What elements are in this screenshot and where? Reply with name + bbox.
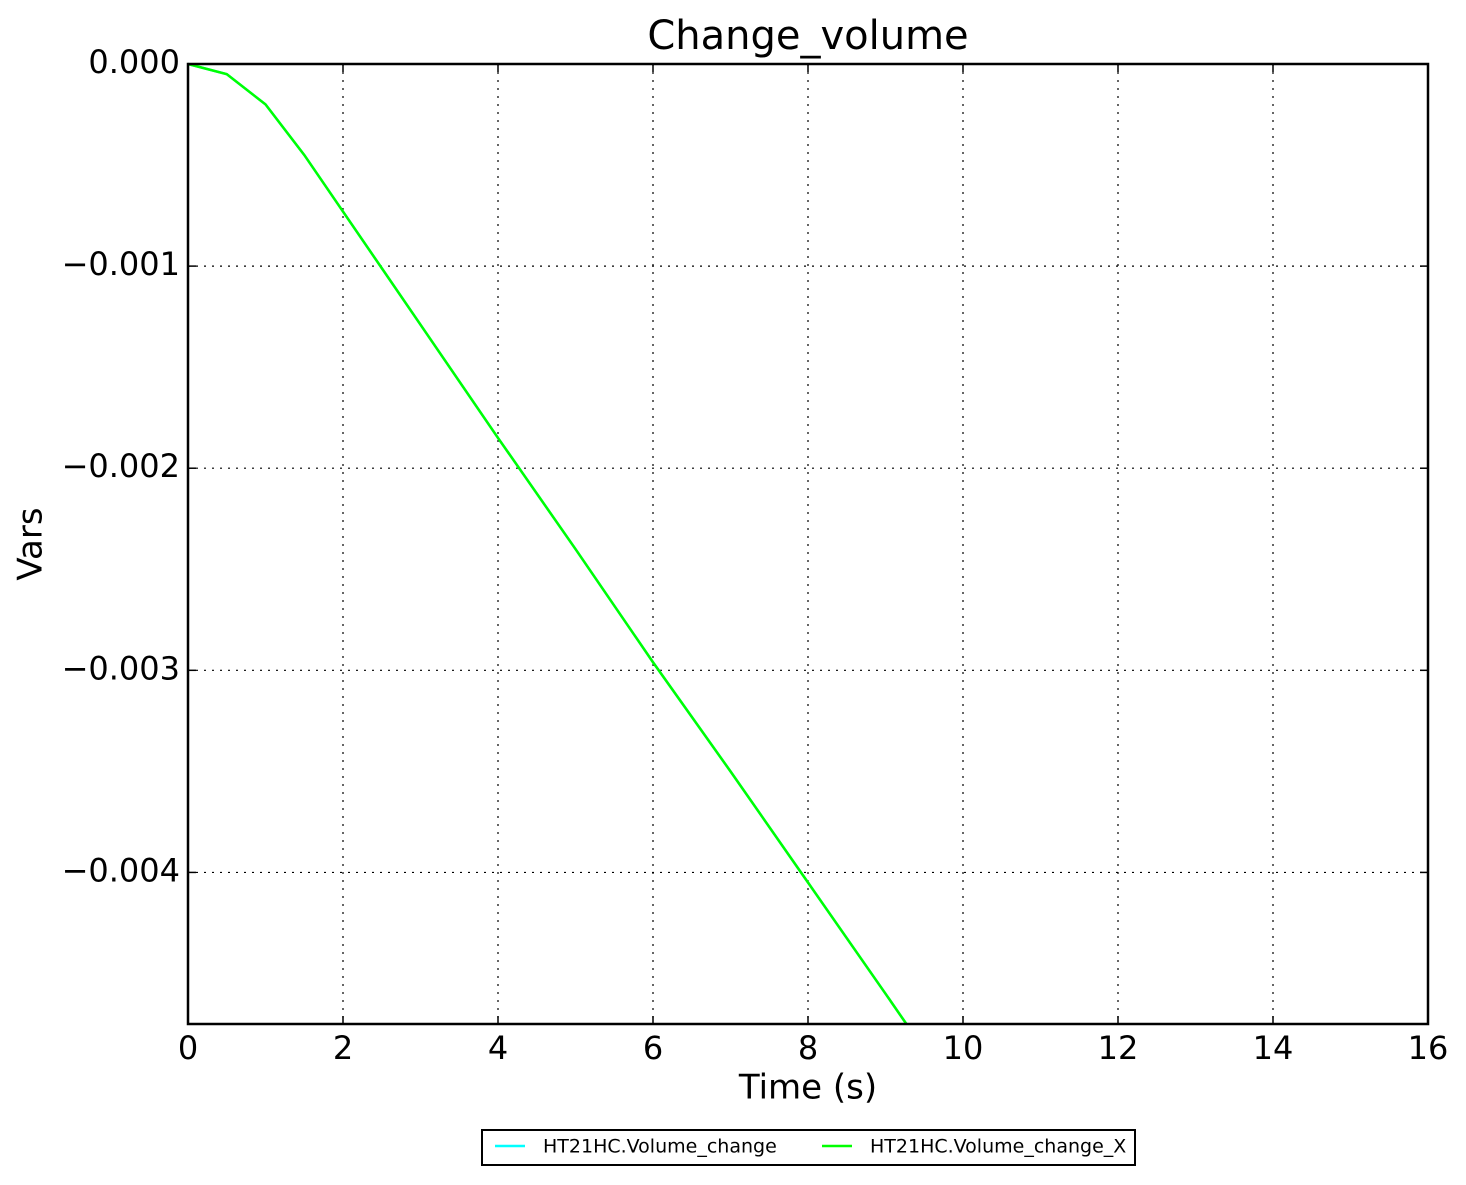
y-axis-label: Vars [11,507,51,580]
x-tick-label: 16 [1408,1029,1449,1067]
plot-frame [186,62,1430,1026]
x-tick-label: 10 [943,1029,984,1067]
series-line [187,62,908,1025]
chart-title: Change_volume [647,13,968,59]
x-tick-label: 4 [488,1029,508,1067]
x-tick-label: 0 [178,1029,198,1067]
legend-label: HT21HC.Volume_change [543,1136,777,1158]
x-axis-label: Time (s) [738,1068,877,1108]
y-tick-label: −0.004 [62,851,180,889]
series-line [187,62,908,1025]
x-tick-label: 2 [333,1029,353,1067]
x-tick-label: 14 [1253,1029,1294,1067]
legend-label: HT21HC.Volume_change_X [870,1136,1126,1158]
x-tick-label: 6 [643,1029,663,1067]
y-tick-label: 0.000 [88,43,180,81]
x-tick-label: 8 [798,1029,818,1067]
legend-box [481,1129,1136,1166]
y-tick-label: −0.002 [62,447,180,485]
y-tick-label: −0.001 [62,245,180,283]
y-tick-label: −0.003 [62,649,180,687]
x-tick-label: 12 [1098,1029,1139,1067]
